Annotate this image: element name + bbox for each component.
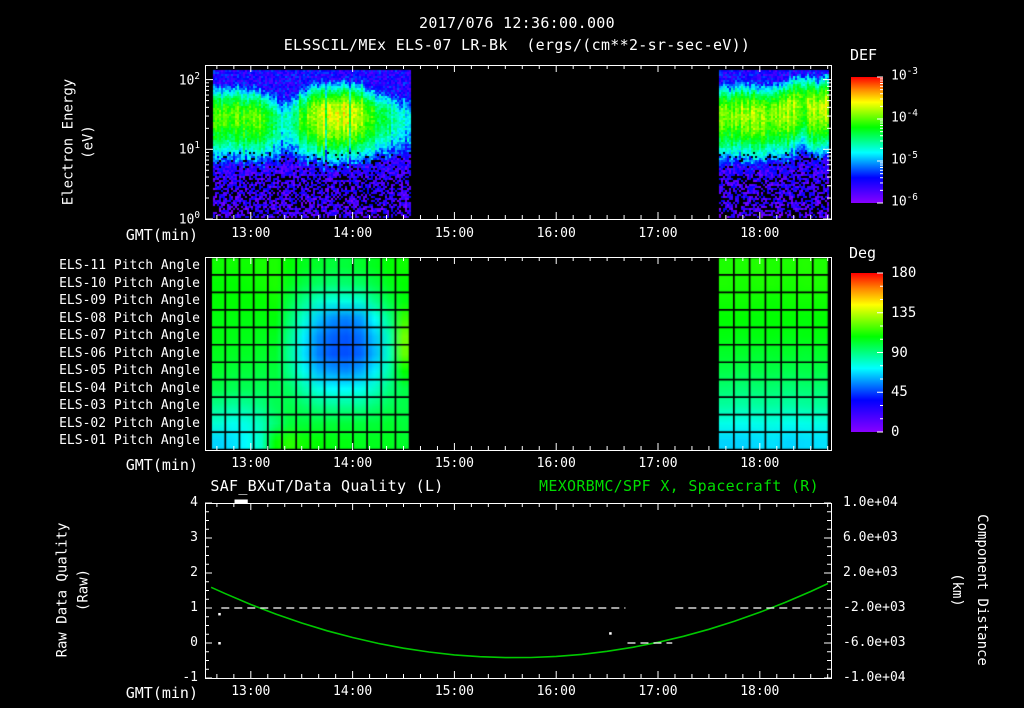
energy-tick-label: 101 — [178, 140, 200, 158]
def-tick-label: 10-4 — [891, 108, 918, 126]
deg-tick-label: 45 — [891, 384, 908, 401]
gmt-label: GMT(min) — [125, 684, 198, 702]
quality-tick-label: -1 — [182, 670, 198, 685]
x-tick-label: 13:00 — [231, 456, 271, 471]
quality-tick-label: 0 — [190, 635, 198, 650]
energy-tick-label: 102 — [178, 70, 200, 88]
distance-axis-label: Component Distance — [973, 514, 990, 666]
x-tick-label: 14:00 — [333, 456, 373, 471]
def-colorbar — [851, 77, 883, 203]
x-tick-label: 15:00 — [434, 226, 474, 241]
x-tick-label: 16:00 — [536, 456, 576, 471]
energy-axis-units: (eV) — [80, 125, 97, 159]
quality-axis-units: (Raw) — [75, 568, 92, 612]
x-tick-label: 15:00 — [434, 684, 474, 699]
quality-tick-label: 3 — [190, 530, 198, 545]
deg-tick-label: 180 — [891, 265, 917, 281]
spacecraft-series-title: MEXORBMC/SPF X, Spacecraft (R) — [539, 477, 819, 495]
x-tick-label: 17:00 — [638, 684, 678, 699]
energy-tick-label: 100 — [178, 210, 200, 228]
gmt-label: GMT(min) — [125, 226, 198, 244]
x-tick-label: 18:00 — [740, 226, 780, 241]
x-tick-label: 16:00 — [536, 684, 576, 699]
pitch-row-label: ELS-03 Pitch Angle — [59, 398, 200, 414]
main-title: ELSSCIL/MEx ELS-07 LR-Bk (ergs/(cm**2-sr… — [283, 36, 751, 54]
def-tick-label: 10-5 — [891, 150, 918, 168]
distance-tick-label: 6.0e+03 — [843, 530, 898, 545]
pitch-row-label: ELS-06 Pitch Angle — [59, 345, 200, 361]
pitch-row-label: ELS-02 Pitch Angle — [59, 415, 200, 431]
pitch-row-label: ELS-05 Pitch Angle — [59, 363, 200, 379]
def-tick-label: 10-3 — [891, 66, 918, 84]
distance-tick-label: 1.0e+04 — [843, 495, 898, 510]
distance-tick-label: -1.0e+04 — [843, 670, 906, 685]
distance-tick-label: -6.0e+03 — [843, 635, 906, 650]
x-tick-label: 15:00 — [434, 456, 474, 471]
pitch-row-label: ELS-04 Pitch Angle — [59, 380, 200, 396]
x-tick-label: 17:00 — [638, 226, 678, 241]
quality-axis-label: Raw Data Quality — [54, 522, 71, 658]
x-tick-label: 16:00 — [536, 226, 576, 241]
pitch-row-label: ELS-07 Pitch Angle — [59, 328, 200, 344]
x-tick-label: 14:00 — [333, 226, 373, 241]
x-tick-label: 18:00 — [740, 456, 780, 471]
x-tick-label: 14:00 — [333, 684, 373, 699]
pitch-row-label: ELS-10 Pitch Angle — [59, 275, 200, 291]
x-tick-label: 17:00 — [638, 456, 678, 471]
distance-axis-units: (km) — [948, 573, 965, 607]
quality-series-title: SAF_BXuT/Data Quality (L) — [210, 477, 444, 495]
timestamp-title: 2017/076 12:36:00.000 — [419, 14, 615, 32]
deg-colorbar-label: Deg — [849, 244, 877, 262]
energy-axis-label: Electron Energy — [60, 78, 77, 206]
pitch-row-label: ELS-09 Pitch Angle — [59, 293, 200, 309]
energy-spectrogram-canvas — [205, 65, 831, 219]
x-tick-label: 13:00 — [231, 684, 271, 699]
def-colorbar-label: DEF — [850, 46, 878, 64]
quality-tick-label: 2 — [190, 565, 198, 580]
x-tick-label: 18:00 — [740, 684, 780, 699]
x-tick-label: 13:00 — [231, 226, 271, 241]
pitch-row-label: ELS-11 Pitch Angle — [59, 258, 200, 274]
quality-tick-label: 1 — [190, 600, 198, 615]
distance-tick-label: 2.0e+03 — [843, 565, 898, 580]
deg-tick-label: 90 — [891, 344, 908, 361]
deg-tick-label: 135 — [891, 304, 917, 321]
pitch-row-label: ELS-01 Pitch Angle — [59, 433, 200, 449]
pitch-row-label: ELS-08 Pitch Angle — [59, 310, 200, 326]
distance-tick-label: -2.0e+03 — [843, 600, 906, 615]
pitch-angle-canvas — [205, 257, 831, 450]
quality-tick-label: 4 — [190, 495, 198, 510]
deg-colorbar — [851, 273, 883, 432]
gmt-label: GMT(min) — [125, 456, 198, 474]
deg-tick-label: 0 — [891, 424, 900, 440]
def-tick-label: 10-6 — [891, 192, 918, 210]
